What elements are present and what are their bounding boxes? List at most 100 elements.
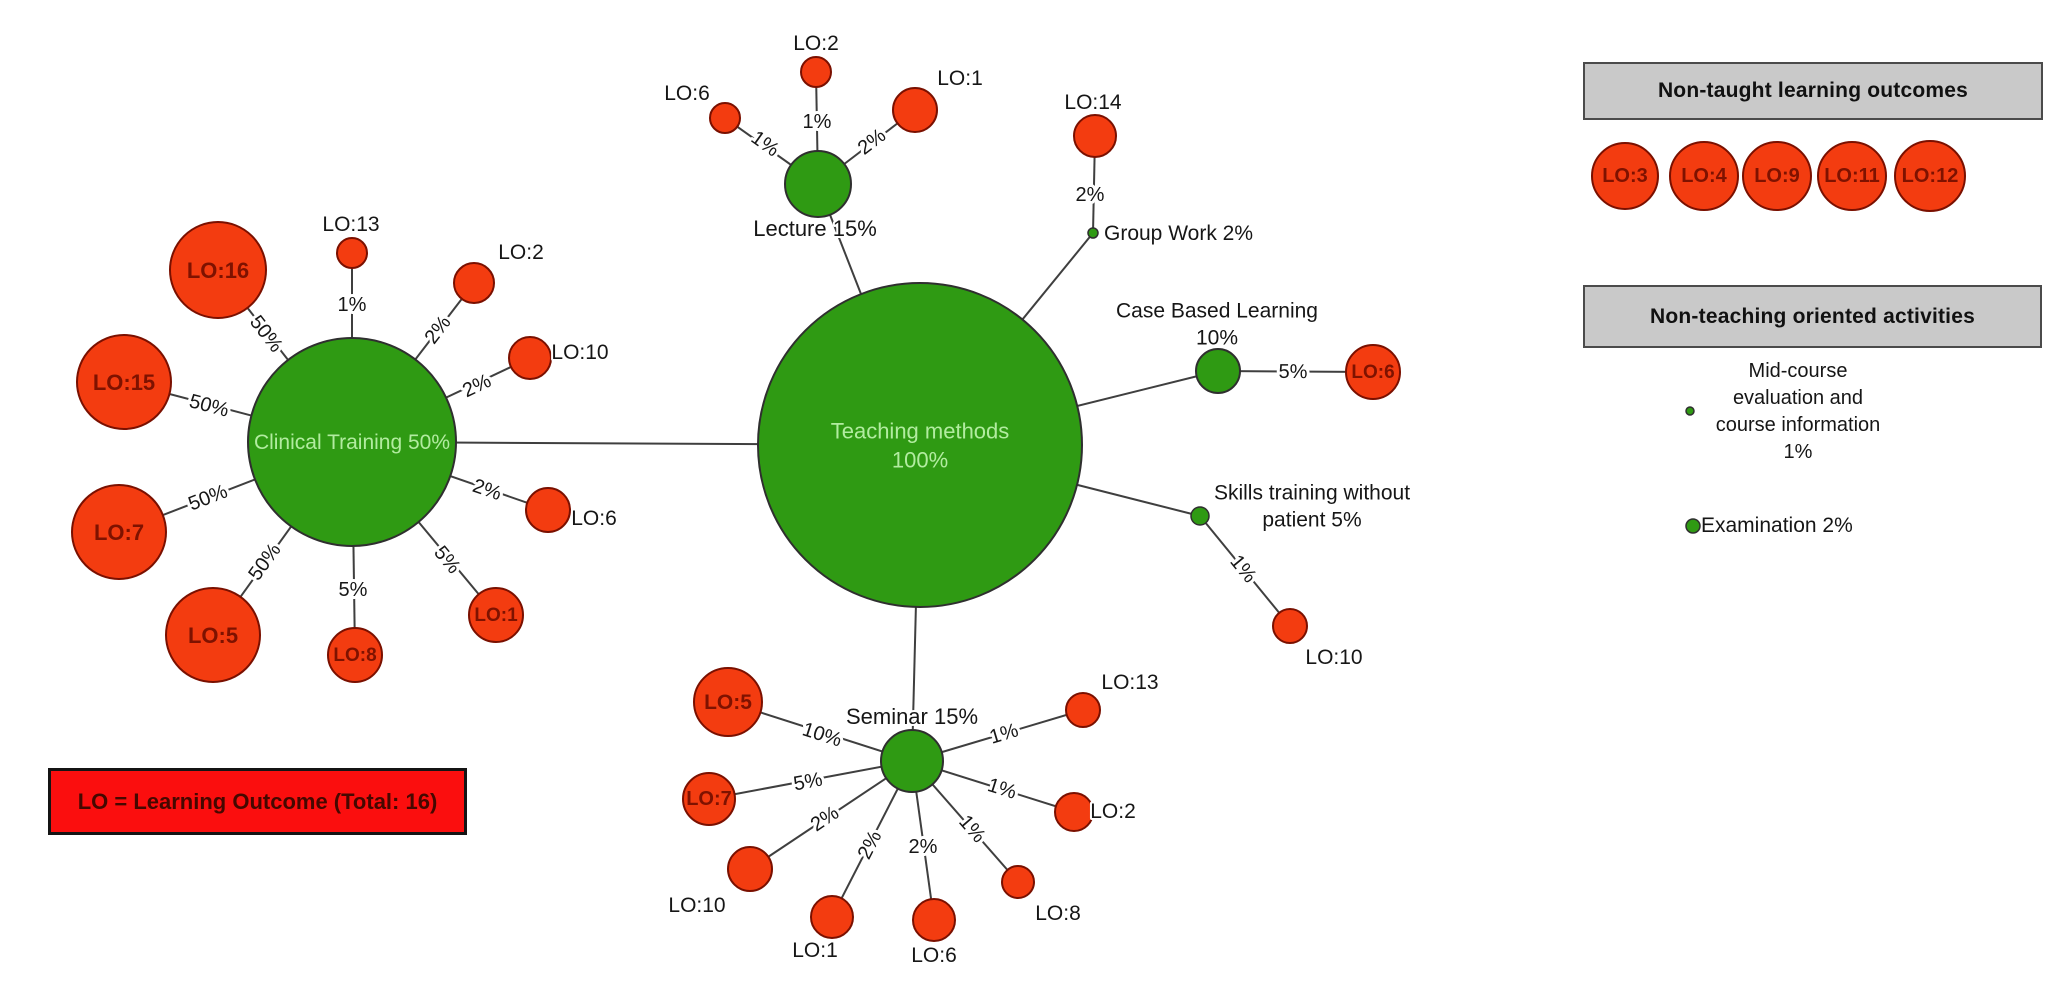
node-cl_lo7-circle	[71, 484, 167, 580]
lec-lo2-label: LO:2	[793, 32, 839, 55]
learning-outcome-note-text: LO = Learning Outcome (Total: 16)	[77, 788, 438, 814]
node-seminar-circle	[880, 729, 944, 793]
sem-lo2-label: LO:2	[1090, 800, 1136, 823]
lecture-label: Lecture 15%	[753, 216, 877, 241]
node-sem_lo10-circle	[727, 846, 773, 892]
node-cl_lo15-label: LO:15	[93, 370, 155, 395]
node-cl_lo6-circle	[525, 487, 571, 533]
edge-label-lecture-lec_lo1: 2%	[854, 124, 890, 159]
edge-label-seminar-sem_lo1: 2%	[854, 827, 887, 863]
node-cl_lo13-circle	[336, 237, 368, 269]
node-sem_lo8-circle	[1001, 865, 1035, 899]
edge-label-seminar-sem_lo5: 10%	[800, 718, 845, 751]
node-exam_dot-circle	[1685, 518, 1701, 534]
edge-seminar-sem_lo10	[749, 760, 913, 870]
cl-lo10-label: LO:10	[551, 341, 608, 364]
edge-label-lecture-lec_lo2: 1%	[803, 111, 832, 133]
non-teaching-activities-header: Non-teaching oriented activities	[1583, 285, 2042, 348]
node-cl_lo8-label: LO:8	[333, 645, 376, 666]
node-sem_lo5-label: LO:5	[704, 691, 752, 714]
node-cl_lo2-circle	[453, 262, 495, 304]
node-leg_lo3-label: LO:3	[1602, 165, 1648, 187]
node-leg_lo9-circle	[1742, 141, 1812, 211]
node-cl_lo7-label: LO:7	[94, 520, 144, 545]
edge-label-cbl-cbl_lo6: 5%	[1278, 361, 1307, 383]
edge-label-clinical-cl_lo13: 1%	[338, 294, 367, 316]
sem-lo13-label: LO:13	[1101, 671, 1158, 694]
mid-course-evaluation-label: Mid-course evaluation and course informati…	[1690, 358, 1906, 466]
node-sem_lo7-label: LO:7	[686, 788, 732, 810]
edge-label-clinical-cl_lo7: 50%	[185, 480, 230, 515]
cbl-label: Case Based Learning 10%	[1116, 299, 1318, 349]
node-lec_lo1-circle	[892, 87, 938, 133]
edge-label-seminar-sem_lo7: 5%	[792, 768, 825, 795]
node-cl_lo10-circle	[508, 336, 552, 380]
node-lecture-circle	[784, 150, 852, 218]
non-teaching-activities-title: Non-teaching oriented activities	[1650, 304, 1975, 328]
node-leg_lo11-label: LO:11	[1824, 165, 1880, 187]
sem-lo10-label: LO:10	[668, 894, 725, 917]
sem-lo8-label: LO:8	[1035, 902, 1081, 925]
edge-label-seminar-sem_lo13: 1%	[987, 719, 1021, 748]
edge-label-clinical-cl_lo15: 50%	[187, 390, 232, 421]
mid-course-evaluation-line: 1%	[1783, 441, 1813, 463]
edge-label-seminar-sem_lo10: 2%	[807, 802, 843, 836]
node-leg_lo11-circle	[1817, 141, 1887, 211]
non-taught-outcomes-title: Non-taught learning outcomes	[1657, 79, 1969, 102]
gw-lo14-label: LO:14	[1064, 91, 1122, 114]
node-clinical-circle	[247, 337, 457, 547]
edge-seminar-sem_lo7	[708, 760, 913, 800]
edge-label-clinical-cl_lo5: 50%	[244, 539, 285, 585]
node-sk_lo10-circle	[1272, 608, 1308, 644]
node-cl_lo5-label: LO:5	[188, 623, 238, 648]
node-cbl_lo6-label: LO:6	[1351, 362, 1394, 383]
sem-lo6-label: LO:6	[911, 944, 957, 967]
non-taught-outcomes-header: Non-taught learning outcomes	[1583, 62, 2043, 120]
node-teaching-label: Teaching methods 100%	[831, 418, 1010, 472]
edge-label-skills-sk_lo10: 1%	[1225, 551, 1260, 587]
lec-lo6-label: LO:6	[664, 82, 710, 105]
edge-label-clinical-cl_lo2: 2%	[420, 312, 455, 348]
node-cl_lo1-circle	[468, 587, 524, 643]
node-gw_lo14-circle	[1073, 114, 1117, 158]
node-leg_lo4-label: LO:4	[1681, 165, 1727, 187]
node-leg_lo12-circle	[1894, 140, 1966, 212]
sem-lo1-label: LO:1	[792, 939, 838, 962]
node-teaching-circle	[757, 282, 1083, 608]
node-cl_lo16-circle	[169, 221, 267, 319]
node-leg_lo9-label: LO:9	[1754, 165, 1800, 187]
node-sem_lo13-circle	[1065, 692, 1101, 728]
groupwork-label: Group Work 2%	[1104, 222, 1253, 245]
mid-course-evaluation-line: course information	[1715, 414, 1881, 436]
node-lec_lo6-circle	[709, 102, 741, 134]
node-cl_lo5-circle	[165, 587, 261, 683]
node-lec_lo2-circle	[800, 56, 832, 88]
node-leg_lo12-label: LO:12	[1902, 165, 1959, 187]
cl-lo2-label: LO:2	[498, 241, 544, 264]
mid-course-evaluation-line: evaluation and	[1732, 387, 1864, 409]
sk-lo10-label: LO:10	[1305, 646, 1362, 669]
node-sem_lo2-circle	[1054, 792, 1094, 832]
learning-outcome-note-box: LO = Learning Outcome (Total: 16)	[48, 768, 467, 835]
node-midcourse_dot-circle	[1685, 406, 1695, 416]
node-groupwork-circle	[1087, 227, 1099, 239]
node-skills-circle	[1190, 506, 1210, 526]
skills-label: Skills training without patient 5%	[1214, 481, 1410, 531]
edge-skills-sk_lo10	[1199, 515, 1291, 627]
node-sem_lo1-circle	[810, 895, 854, 939]
node-sem_lo5-circle	[693, 667, 763, 737]
node-cl_lo15-circle	[76, 334, 172, 430]
lec-lo1-label: LO:1	[937, 67, 983, 90]
seminar-label: Seminar 15%	[846, 704, 978, 729]
mid-course-evaluation-line: Mid-course	[1748, 360, 1848, 382]
cl-lo13-label: LO:13	[322, 213, 379, 236]
node-cl_lo1-label: LO:1	[474, 605, 518, 626]
edge-label-clinical-cl_lo1: 5%	[429, 542, 465, 578]
cl-lo6-label: LO:6	[571, 507, 617, 530]
node-sem_lo6-circle	[912, 898, 956, 942]
edge-label-clinical-cl_lo10: 2%	[459, 370, 495, 402]
node-cbl-circle	[1195, 348, 1241, 394]
edge-label-clinical-cl_lo8: 5%	[339, 579, 368, 601]
